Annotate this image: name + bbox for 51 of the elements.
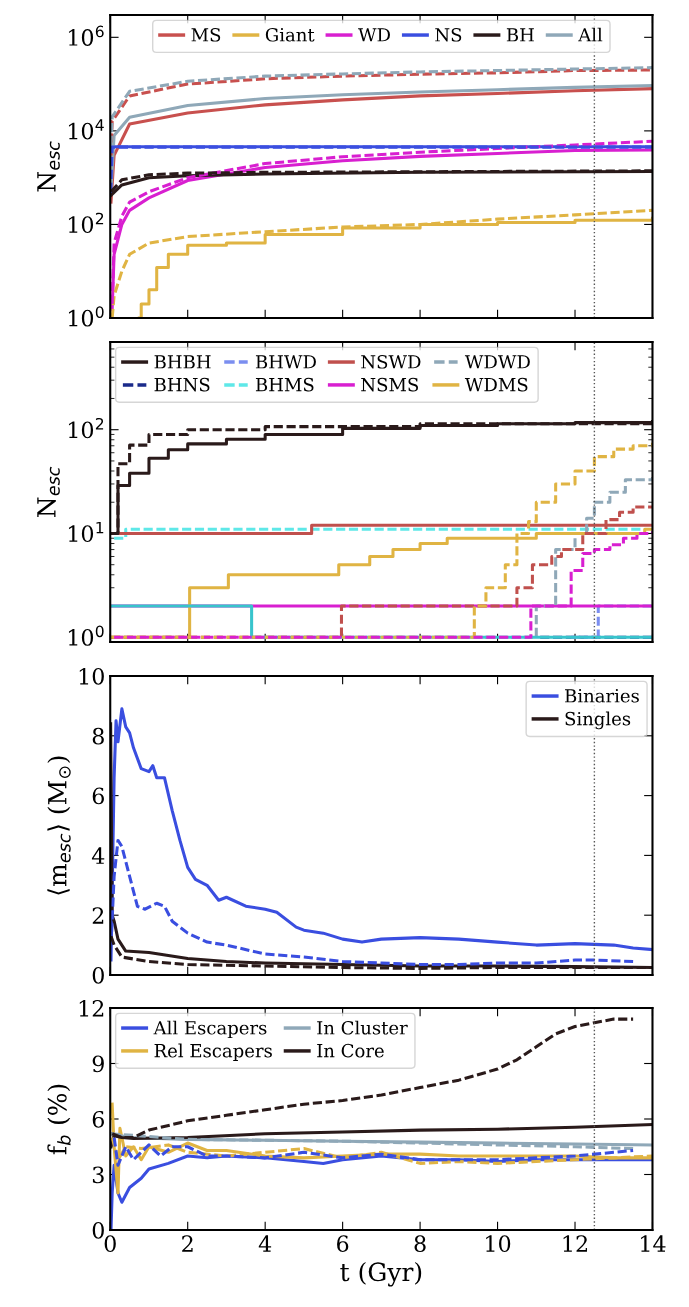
legend-label: BHNS [154, 377, 210, 392]
legend-label: NSMS [361, 377, 419, 392]
legend-label: In Cluster [317, 1020, 408, 1035]
y-tick-label: 10$^{2}$ [68, 212, 104, 234]
legend-label: In Core [317, 1043, 384, 1058]
legend-label: Singles [565, 711, 631, 730]
y-tick-label: 6 [92, 1110, 104, 1128]
legend-label: MS [191, 27, 221, 42]
legend-label: BHBH [154, 355, 211, 369]
legend-label: WD [358, 28, 390, 42]
y-tick-label: 12 [79, 999, 104, 1017]
y-tick-label: 10$^{4}$ [68, 119, 104, 140]
y-tick-label: 10$^{2}$ [68, 417, 104, 439]
y-tick-label: 9 [92, 1055, 104, 1073]
legend-label: NSWD [361, 354, 421, 369]
x-tick-label: 0 [104, 1235, 116, 1253]
legend-label: BHWD [255, 355, 316, 369]
y-axis-title: N$_{esc}$ [37, 141, 60, 192]
y-tick-label: 0 [92, 966, 104, 984]
legend-label: BH [506, 28, 534, 42]
legend-label: WDWD [464, 355, 530, 369]
legend-label: All Escapers [153, 1020, 267, 1039]
legend-label: Rel Escapers [154, 1043, 272, 1061]
legend-label: All [578, 27, 603, 42]
y-tick-label: 10$^{6}$ [68, 25, 104, 46]
legend-label: Binaries [565, 689, 639, 703]
x-tick-label: 6 [337, 1235, 349, 1253]
legend-label: NS [435, 27, 462, 42]
y-tick-label: 3 [92, 1166, 104, 1184]
y-axis-title: f$_{b}$ (%) [47, 1084, 71, 1155]
x-tick-label: 4 [258, 1235, 272, 1252]
x-tick-label: 12 [563, 1235, 587, 1252]
y-axis-title: ⟨m$_{esc}$⟩ (M$_{⊙}$) [47, 756, 71, 895]
y-tick-label: 8 [92, 727, 104, 745]
y-tick-label: 10$^{0}$ [68, 625, 104, 646]
y-tick-label: 0 [92, 1221, 104, 1239]
legend-label: Giant [265, 27, 315, 42]
x-axis-title: t (Gyr) [340, 1261, 422, 1287]
y-tick-label: 10$^{1}$ [68, 521, 104, 543]
x-tick-label: 14 [641, 1235, 666, 1252]
y-axis-title: N$_{esc}$ [37, 466, 60, 518]
y-tick-label: 10$^{0}$ [68, 306, 104, 327]
legend-label: WDMS [464, 377, 528, 392]
legend-label: BHMS [255, 377, 314, 392]
x-tick-label: 8 [414, 1235, 426, 1253]
y-tick-label: 10 [79, 667, 104, 685]
y-tick-label: 4 [91, 847, 105, 864]
x-tick-label: 2 [182, 1235, 193, 1252]
y-tick-label: 2 [92, 907, 104, 924]
x-tick-label: 10 [486, 1235, 511, 1253]
y-tick-label: 6 [92, 787, 104, 805]
